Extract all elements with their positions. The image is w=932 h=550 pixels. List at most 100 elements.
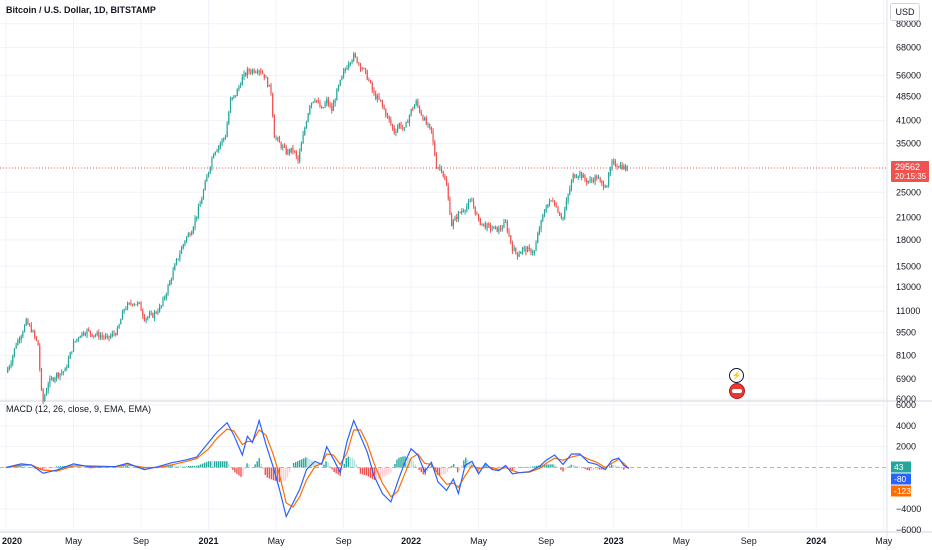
candle-body [349, 62, 351, 65]
candle-body [180, 247, 183, 254]
candle-body [483, 223, 485, 225]
macd-value-tag-bg [891, 473, 911, 485]
candle-body [623, 166, 625, 170]
candle-body [587, 180, 589, 183]
lightning-icon[interactable]: ⚡ [729, 368, 744, 383]
candle-body [368, 79, 370, 81]
histogram-bar [5, 467, 7, 468]
candle-body [263, 73, 265, 78]
candle-body [484, 223, 486, 229]
us-flag-icon[interactable] [729, 383, 745, 399]
histogram-bar [236, 467, 238, 474]
histogram-bar [410, 458, 412, 468]
histogram-bar [361, 467, 364, 475]
candle-body [528, 247, 530, 249]
candle-body [15, 345, 17, 349]
candle-body [451, 214, 453, 227]
histogram-bar [487, 465, 489, 468]
price-tick-label: 21000 [896, 213, 921, 223]
candle-body [93, 335, 95, 337]
candle-body [348, 64, 350, 68]
histogram-bar [173, 465, 175, 468]
candle-body [386, 115, 389, 117]
candle-body [425, 118, 427, 125]
histogram-bar [511, 467, 514, 471]
candle-body [516, 252, 519, 257]
histogram-bar [294, 462, 297, 468]
candle-body [111, 333, 113, 336]
price-tick-label: 9500 [896, 327, 916, 337]
histogram-bar [337, 467, 339, 475]
candle-body [624, 166, 627, 171]
candle-body [71, 351, 73, 353]
histogram-bar [329, 465, 331, 468]
candle-body [489, 224, 492, 230]
candle-body [294, 150, 296, 153]
candle-body [226, 124, 228, 137]
histogram-bar [262, 467, 264, 470]
candle-body [245, 73, 247, 76]
candle-body [234, 95, 237, 97]
histogram-bar [531, 466, 534, 468]
histogram-bar [230, 466, 232, 468]
histogram-bar [606, 467, 609, 468]
candle-body [153, 312, 156, 318]
candle-body [376, 96, 378, 100]
candle-body [584, 175, 586, 181]
candle-body [162, 298, 164, 306]
histogram-bar [258, 458, 260, 468]
candle-body [393, 127, 395, 133]
candle-body [532, 252, 534, 254]
macd-tick-label: −6000 [896, 525, 921, 535]
histogram-bar [165, 465, 167, 468]
candle-body [103, 336, 105, 338]
histogram-bar [380, 467, 382, 479]
histogram-bar [76, 466, 78, 468]
candle-body [533, 250, 535, 253]
histogram-bar [250, 466, 252, 468]
candle-body [321, 107, 323, 109]
histogram-bar [394, 463, 396, 468]
histogram-bar [31, 467, 34, 468]
macd-histogram-tag-bg [891, 461, 911, 473]
histogram-bar [390, 467, 392, 473]
candle-body [397, 127, 399, 132]
candle-body [383, 105, 385, 110]
histogram-bar [465, 457, 467, 468]
histogram-bar [57, 466, 60, 468]
histogram-bar [416, 467, 418, 468]
candle-body [165, 293, 167, 298]
histogram-bar [554, 464, 556, 468]
candle-body [413, 105, 416, 109]
candle-body [326, 99, 328, 104]
histogram-bar [590, 467, 593, 471]
candle-body [152, 313, 154, 318]
currency-button[interactable]: USD [890, 3, 920, 21]
candle-body [62, 371, 64, 373]
candle-body [44, 395, 46, 401]
candle-body [121, 311, 124, 320]
candle-body [461, 211, 463, 213]
candle-body [525, 247, 527, 253]
histogram-bar [25, 466, 27, 468]
histogram-bar [191, 465, 194, 468]
histogram-bar [420, 467, 422, 473]
histogram-bar [576, 465, 578, 468]
histogram-bar [382, 467, 384, 478]
histogram-bar [171, 465, 173, 468]
candle-body [322, 107, 324, 109]
histogram-bar [359, 467, 362, 474]
histogram-bar [23, 466, 25, 468]
histogram-bar [550, 464, 552, 468]
histogram-bar [564, 467, 566, 470]
candle-body [474, 206, 476, 214]
histogram-bar [260, 463, 262, 468]
histogram-bar [317, 465, 319, 468]
histogram-bar [558, 467, 560, 469]
histogram-bar [59, 466, 62, 468]
histogram-bar [369, 467, 372, 478]
candle-body [128, 302, 130, 304]
candle-body [34, 331, 36, 337]
candle-body [327, 99, 330, 105]
